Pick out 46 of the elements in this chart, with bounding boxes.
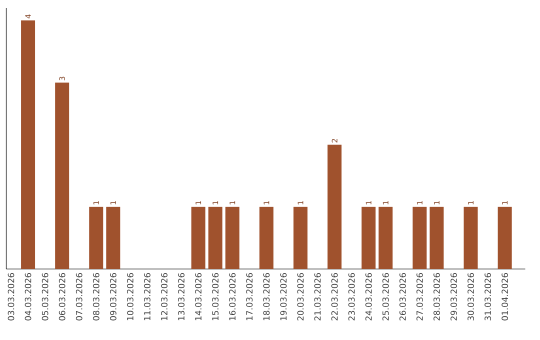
x-tick-label: 20.03.2026 bbox=[297, 273, 304, 320]
x-tick-label: 23.03.2026 bbox=[348, 273, 355, 320]
x-tick-label: 15.03.2026 bbox=[212, 273, 219, 320]
bar bbox=[498, 206, 512, 269]
x-tick-label: 31.03.2026 bbox=[484, 273, 491, 320]
x-tick-label: 10.03.2026 bbox=[127, 273, 134, 320]
x-tick-label: 26.03.2026 bbox=[399, 273, 406, 320]
bar bbox=[362, 206, 376, 269]
x-tick-label: 22.03.2026 bbox=[331, 273, 338, 320]
bar bbox=[464, 206, 478, 269]
x-tick-label: 17.03.2026 bbox=[246, 273, 253, 320]
bar bbox=[259, 206, 274, 269]
x-tick-label: 05.03.2026 bbox=[42, 273, 48, 320]
x-tick-label: 09.03.2026 bbox=[110, 273, 116, 320]
x-tick-label: 29.03.2026 bbox=[450, 273, 457, 320]
bar bbox=[21, 20, 36, 269]
x-tick-label: 18.03.2026 bbox=[263, 273, 270, 320]
bar bbox=[378, 206, 393, 269]
x-tick-label: 11.03.2026 bbox=[144, 273, 150, 320]
x-tick-label: 06.03.2026 bbox=[58, 273, 66, 320]
x-tick-label: 12.03.2026 bbox=[161, 273, 168, 320]
bar bbox=[55, 82, 70, 269]
x-tick-label: 13.03.2026 bbox=[178, 273, 184, 320]
x-tick-label: 14.03.2026 bbox=[195, 273, 202, 320]
bar bbox=[328, 144, 342, 269]
bar bbox=[430, 206, 444, 269]
x-tick-label: 24.03.2026 bbox=[365, 273, 372, 320]
x-tick-label: 08.03.2026 bbox=[92, 273, 100, 320]
x-tick-label: 19.03.2026 bbox=[280, 273, 287, 320]
bar bbox=[191, 206, 206, 269]
x-tick-label: 16.03.2026 bbox=[229, 273, 236, 320]
bar bbox=[412, 206, 427, 269]
x-tick-label: 30.03.2026 bbox=[468, 273, 474, 320]
x-tick-label: 28.03.2026 bbox=[434, 273, 440, 320]
bar bbox=[106, 206, 120, 269]
x-tick-label: 25.03.2026 bbox=[382, 273, 389, 320]
x-tick-label: 01.04.2026 bbox=[502, 273, 508, 320]
x-tick-label: 27.03.2026 bbox=[416, 273, 423, 320]
x-tick-label: 03.03.2026 bbox=[8, 273, 14, 320]
bar bbox=[293, 206, 308, 269]
x-tick-label: 04.03.2026 bbox=[24, 273, 32, 320]
x-tick-label: 07.03.2026 bbox=[76, 273, 82, 320]
x-tick-label: 21.03.2026 bbox=[314, 273, 321, 320]
bar bbox=[225, 206, 240, 269]
bar bbox=[208, 206, 222, 269]
bar bbox=[89, 206, 104, 269]
